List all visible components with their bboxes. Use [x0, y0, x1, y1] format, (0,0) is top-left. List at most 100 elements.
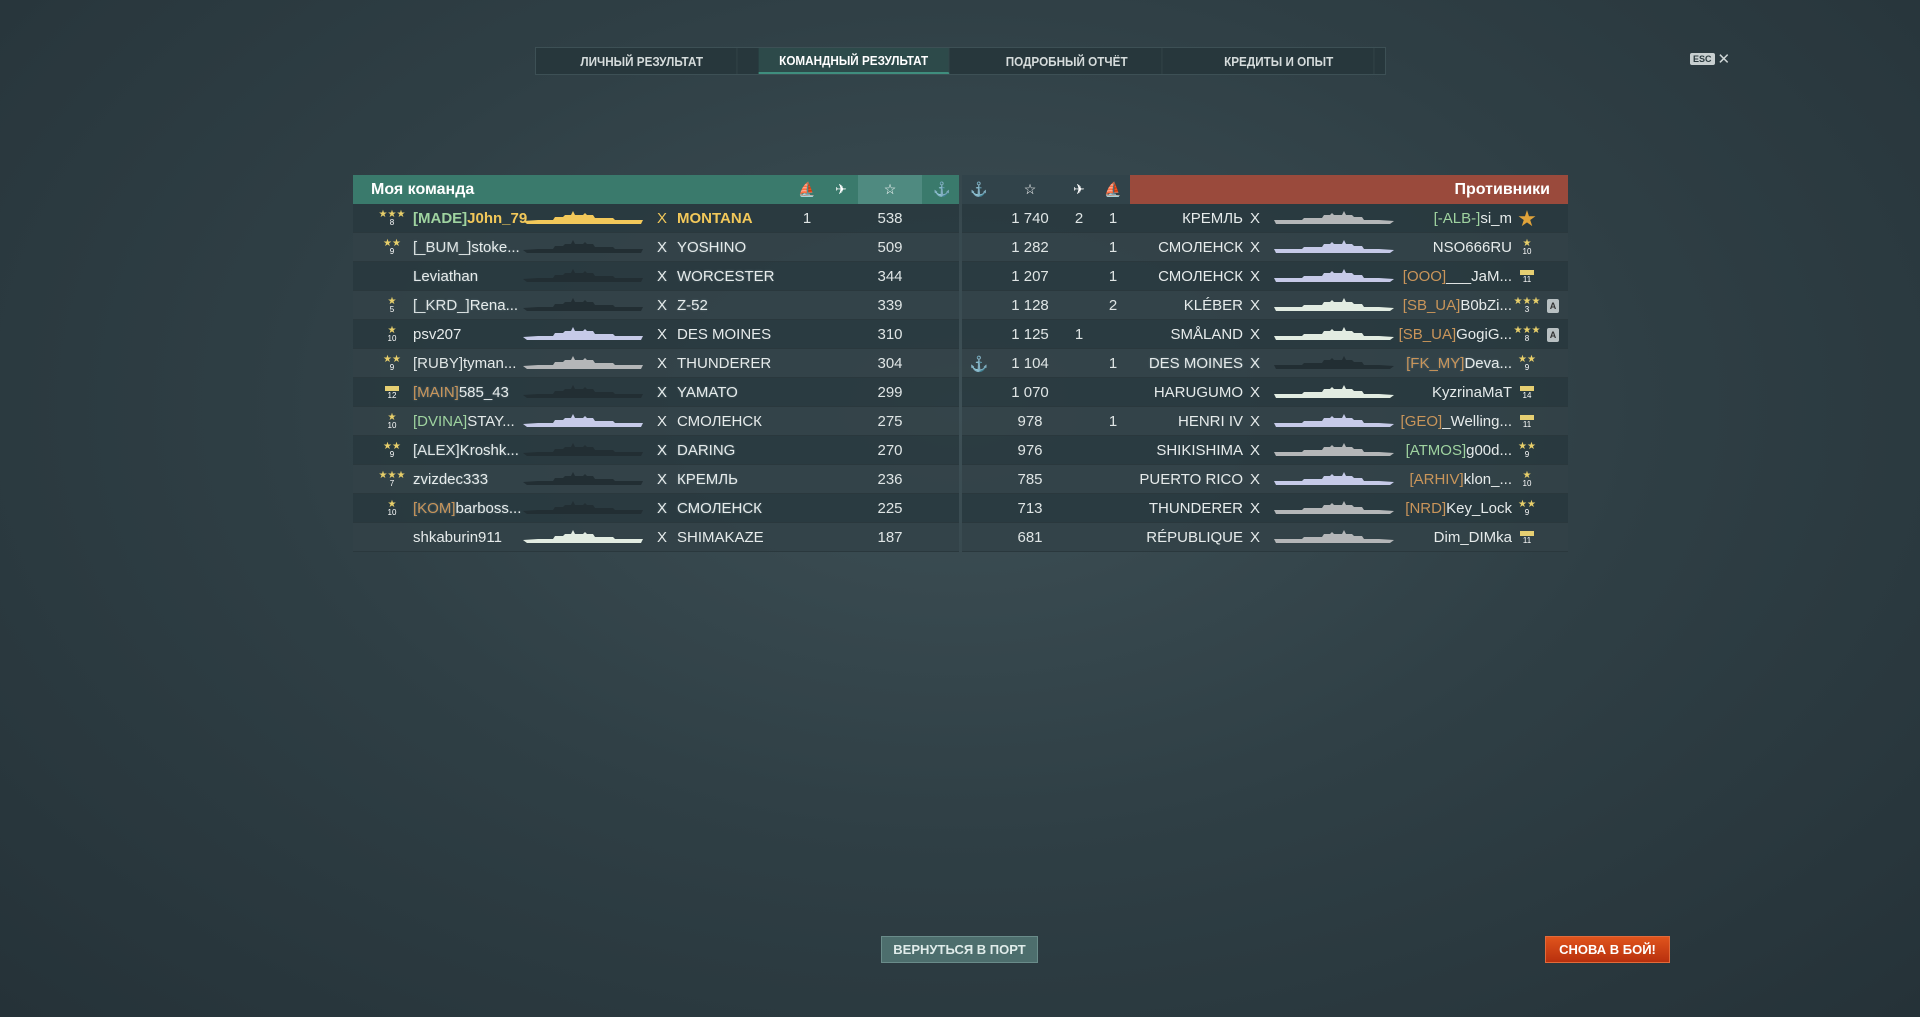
- player-row[interactable]: ★★ 9 [_BUM_] stoke... X YOSHINO 509: [353, 233, 959, 262]
- rank-icon: ★★★ 3: [1513, 296, 1541, 314]
- player-nickname: tyman...: [463, 355, 517, 372]
- destroyed-mark: X: [657, 239, 668, 256]
- ship-silhouette: [523, 356, 643, 369]
- destroyed-mark: X: [657, 529, 668, 546]
- base-xp: 1 125: [1011, 326, 1049, 343]
- player-row[interactable]: ⚓ 1 104 1 DES MOINES X [FK_MY] Deva... ★★ 9: [962, 349, 1568, 378]
- ship-silhouette: [523, 530, 643, 543]
- player-row[interactable]: 976 SHIKISHIMA X [ATMOS] g00d... ★★ 9: [962, 436, 1568, 465]
- planes-destroyed: [1062, 465, 1096, 494]
- player-name: [ATMOS] g00d...: [1406, 436, 1512, 465]
- player-row[interactable]: 1 282 1 СМОЛЕНСК X NSO666RU ★ 10: [962, 233, 1568, 262]
- destroyed-mark: X: [1250, 268, 1261, 285]
- base-xp: 1 282: [1011, 239, 1049, 256]
- my-team-title: Моя команда: [371, 180, 475, 198]
- player-row[interactable]: ★ 10 [KOM] barboss... X СМОЛЕНСК 225: [353, 494, 959, 523]
- player-row[interactable]: 978 1 HENRI IV X [GEO] _Welling... 11: [962, 407, 1568, 436]
- player-row[interactable]: ★★★ 7 zvizdec333 X КРЕМЛЬ 236: [353, 465, 959, 494]
- player-row[interactable]: 785 PUERTO RICO X [ARHIV] klon_... ★ 10: [962, 465, 1568, 494]
- ship-silhouette: [1274, 211, 1394, 224]
- ship-sunk-icon: ⛵: [1104, 181, 1122, 197]
- player-row[interactable]: 1 070 HARUGUMO X KyzrinaMaT 14: [962, 378, 1568, 407]
- ships-sunk: [1096, 523, 1130, 552]
- ship-name: HARUGUMO: [1153, 384, 1243, 401]
- player-row[interactable]: ★★ 9 [ALEX] Kroshk... X DARING 270: [353, 436, 959, 465]
- base-xp: 785: [1017, 471, 1043, 488]
- rank-icon: ★ 10: [1522, 238, 1532, 256]
- ship-name: СМОЛЕНСК: [677, 500, 762, 517]
- tab-1[interactable]: КОМАНДНЫЙ РЕЗУЛЬТАТ: [758, 48, 950, 74]
- player-row[interactable]: ★★ 9 [RUBY] tyman... X THUNDERER 304: [353, 349, 959, 378]
- base-xp: 339: [877, 297, 903, 314]
- ship-silhouette: [523, 240, 643, 253]
- player-row[interactable]: ★ 10 [DVINA] STAY... X СМОЛЕНСК 275: [353, 407, 959, 436]
- player-row[interactable]: ★★★ 8 [MADE] J0hn_79 X MONTANA 1 538: [353, 204, 959, 233]
- base-xp: 978: [1017, 413, 1043, 430]
- player-name: [KOM] barboss...: [413, 494, 521, 523]
- enemy-team-table: Противники ⚓ ☆ ✈ ⛵ 1 740 2 1 КРЕМЛЬ X [-ALB-]…: [962, 175, 1568, 552]
- destroyed-mark: X: [657, 326, 668, 343]
- planes-destroyed: 2: [1074, 210, 1084, 227]
- ship-name: КРЕМЛЬ: [677, 471, 738, 488]
- clan-tag: [SB_UA]: [1398, 326, 1457, 343]
- ship-name: DARING: [677, 442, 736, 459]
- planes-destroyed: [1062, 262, 1096, 291]
- player-nickname: NSO666RU: [1432, 239, 1512, 256]
- ship-silhouette: [1274, 298, 1394, 311]
- planes-destroyed: [824, 378, 858, 407]
- player-row[interactable]: 1 740 2 1 КРЕМЛЬ X [-ALB-] si_m ★: [962, 204, 1568, 233]
- plane-kill-icon: ✈: [835, 181, 847, 197]
- player-row[interactable]: Leviathan X WORCESTER 344: [353, 262, 959, 291]
- ships-sunk: 1: [1108, 239, 1118, 256]
- planes-destroyed: [1062, 407, 1096, 436]
- planes-destroyed: [1062, 494, 1096, 523]
- rank-icon: ★★ 9: [1518, 499, 1536, 517]
- ships-sunk: [790, 436, 824, 465]
- destroyed-mark: X: [657, 355, 668, 372]
- star-icon: ☆: [858, 175, 922, 204]
- player-row[interactable]: 1 128 2 KLÉBER X [SB_UA] B0bZi... ★★★ 3 A: [962, 291, 1568, 320]
- ships-sunk: [790, 523, 824, 552]
- clan-tag: [RUBY]: [413, 355, 464, 372]
- return-to-port-button[interactable]: ВЕРНУТЬСЯ В ПОРТ: [881, 936, 1038, 963]
- ship-name: SHIMAKAZE: [677, 529, 764, 546]
- planes-destroyed: [824, 436, 858, 465]
- player-row[interactable]: 1 207 1 СМОЛЕНСК X [OOO] ___JaM... 11: [962, 262, 1568, 291]
- ship-silhouette: [523, 414, 643, 427]
- base-xp: 538: [877, 210, 903, 227]
- tab-3[interactable]: КРЕДИТЫ И ОПЫТ: [1183, 48, 1375, 74]
- ship-silhouette: [523, 472, 643, 485]
- player-nickname: J0hn_79: [467, 210, 528, 227]
- planes-destroyed: [824, 407, 858, 436]
- player-name: NSO666RU: [1433, 233, 1512, 262]
- close-button[interactable]: ESC ✕: [1690, 50, 1730, 68]
- ship-silhouette: [523, 327, 643, 340]
- destroyed-mark: X: [1250, 297, 1261, 314]
- ships-sunk: [1096, 378, 1130, 407]
- player-row[interactable]: ★ 10 psv207 X DES MOINES 310: [353, 320, 959, 349]
- tab-0[interactable]: ЛИЧНЫЙ РЕЗУЛЬТАТ: [547, 48, 738, 74]
- player-row[interactable]: 681 RÉPUBLIQUE X Dim_DIMka 11: [962, 523, 1568, 552]
- rank-icon: ★ 10: [387, 412, 397, 430]
- player-row[interactable]: shkaburin911 X SHIMAKAZE 187: [353, 523, 959, 552]
- destroyed-mark: X: [657, 471, 668, 488]
- player-nickname: zvizdec333: [413, 471, 489, 488]
- battle-again-button[interactable]: СНОВА В БОЙ!: [1545, 936, 1670, 963]
- destroyed-mark: X: [1250, 471, 1261, 488]
- player-row[interactable]: 713 THUNDERER X [NRD] Key_Lock ★★ 9: [962, 494, 1568, 523]
- player-nickname: Dim_DIMka: [1433, 529, 1512, 546]
- destroyed-mark: X: [657, 384, 668, 401]
- player-name: [MAIN] 585_43: [413, 378, 509, 407]
- ships-sunk: [790, 407, 824, 436]
- destroyed-mark: X: [657, 297, 668, 314]
- ship-name: MONTANA: [677, 210, 753, 227]
- player-row[interactable]: 12 [MAIN] 585_43 X YAMATO 299: [353, 378, 959, 407]
- ships-sunk: [790, 465, 824, 494]
- tab-2[interactable]: ПОДРОБНЫЙ ОТЧЁТ: [971, 48, 1163, 74]
- clan-tag: [ARHIV]: [1409, 471, 1464, 488]
- player-row[interactable]: 1 125 1 SMÅLAND X [SB_UA] GogiG... ★★★ 8 A: [962, 320, 1568, 349]
- enemy-header-bar: [1130, 175, 1568, 204]
- player-row[interactable]: ★ 5 [_KRD_] Rena... X Z-52 339: [353, 291, 959, 320]
- player-name: [ALEX] Kroshk...: [413, 436, 519, 465]
- ships-sunk: [790, 349, 824, 378]
